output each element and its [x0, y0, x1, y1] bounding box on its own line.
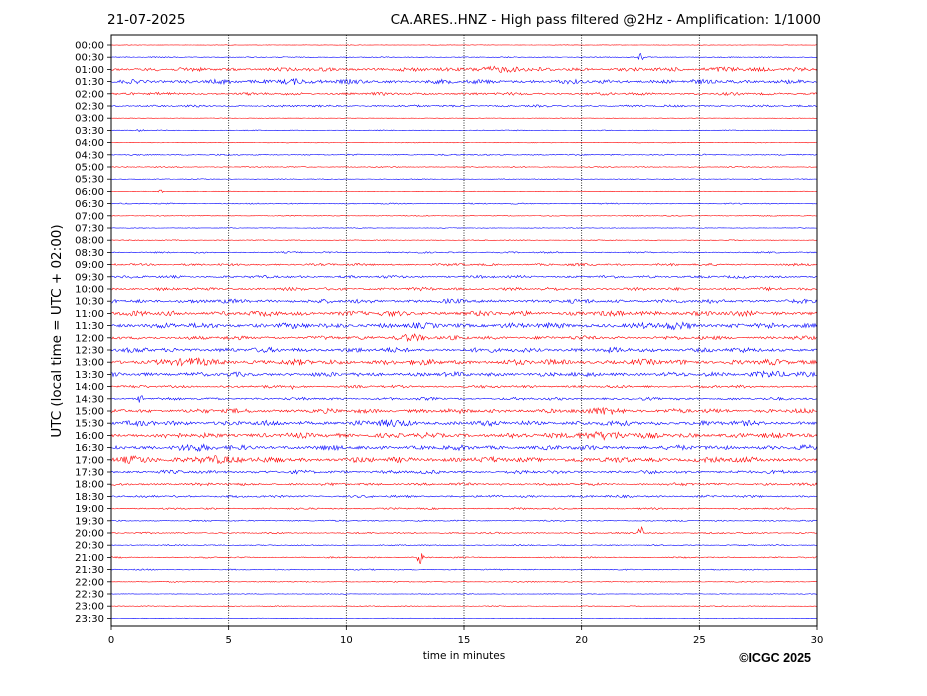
y-axis-label: UTC (local time = UTC + 02:00)	[49, 224, 65, 438]
y-tick-label: 21:00	[75, 553, 104, 564]
y-tick-label: 01:30	[75, 77, 104, 88]
chart-title: CA.ARES..HNZ - High pass filtered @2Hz -…	[390, 12, 821, 28]
trace-0500	[110, 166, 818, 168]
y-tick-label: 19:00	[75, 504, 104, 515]
trace-0200	[110, 91, 818, 96]
y-tick-label: 14:30	[75, 394, 104, 405]
y-tick-label: 13:30	[75, 370, 104, 381]
trace-1100	[110, 309, 818, 318]
y-tick-label: 16:00	[75, 431, 104, 442]
y-tick-label: 16:30	[75, 443, 104, 454]
y-tick-label: 10:00	[75, 285, 104, 296]
y-tick-label: 23:00	[75, 602, 104, 613]
y-tick-label: 08:00	[75, 236, 104, 247]
trace-1330	[110, 370, 818, 379]
trace-1730	[110, 469, 818, 475]
y-tick-label: 04:30	[75, 150, 104, 161]
x-tick-label: 10	[340, 635, 353, 646]
y-tick-label: 06:00	[75, 187, 104, 198]
trace-1400	[110, 384, 818, 391]
y-tick-label: 21:30	[75, 565, 104, 576]
y-tick-label: 07:00	[75, 211, 104, 222]
y-tick-label: 14:00	[75, 382, 104, 393]
y-tick-label: 23:30	[75, 614, 104, 625]
trace-0130	[110, 78, 818, 86]
vertical-gridlines	[228, 35, 700, 626]
y-tick-label: 02:00	[75, 89, 104, 100]
y-tick-label: 20:00	[75, 529, 104, 540]
copyright-label: ©ICGC 2025	[739, 651, 811, 665]
trace-0530	[110, 178, 818, 180]
trace-1200	[110, 333, 818, 343]
trace-1630	[110, 443, 818, 452]
y-tick-label: 01:00	[75, 65, 104, 76]
trace-2130	[110, 568, 818, 571]
y-tick-label: 15:30	[75, 419, 104, 430]
trace-1700	[110, 455, 818, 465]
trace-0100	[110, 65, 818, 73]
y-tick-label: 00:00	[75, 41, 104, 52]
trace-0930	[110, 274, 818, 279]
trace-1500	[110, 406, 818, 415]
y-tick-label: 03:30	[75, 126, 104, 137]
y-tick-label: 18:30	[75, 492, 104, 503]
y-tick-label: 00:30	[75, 53, 104, 64]
y-tick-label: 19:30	[75, 516, 104, 527]
y-tick-label: 09:30	[75, 272, 104, 283]
trace-1430	[110, 395, 818, 403]
trace-0030	[110, 52, 818, 61]
y-tick-label: 06:30	[75, 199, 104, 210]
y-tick-label: 17:00	[75, 455, 104, 466]
y-tick-label: 07:30	[75, 224, 104, 235]
y-tick-label: 12:30	[75, 346, 104, 357]
y-tick-label: 11:30	[75, 321, 104, 332]
y-tick-label: 13:00	[75, 358, 104, 369]
trace-2200	[110, 580, 817, 583]
trace-1900	[110, 507, 817, 511]
y-tick-label: 02:30	[75, 102, 104, 113]
y-tick-label: 12:00	[75, 333, 104, 344]
trace-0600	[110, 189, 818, 193]
y-tick-label: 17:30	[75, 468, 104, 479]
x-tick-label: 30	[811, 635, 824, 646]
y-tick-label: 05:00	[75, 163, 104, 174]
y-tick-label: 09:00	[75, 260, 104, 271]
trace-0430	[110, 153, 818, 156]
date-label: 21-07-2025	[107, 12, 186, 28]
y-tick-label: 04:00	[75, 138, 104, 149]
y-tick-label: 20:30	[75, 541, 104, 552]
x-tick-label: 25	[693, 635, 706, 646]
y-tick-label: 10:30	[75, 297, 104, 308]
x-tick-label: 20	[575, 635, 588, 646]
y-tick-label: 11:00	[75, 309, 104, 320]
y-tick-label: 05:30	[75, 175, 104, 186]
y-tick-label: 22:30	[75, 590, 104, 601]
x-axis-label: time in minutes	[422, 650, 506, 662]
y-tick-label: 22:00	[75, 577, 104, 588]
trace-1300	[110, 357, 818, 367]
y-tick-label: 15:00	[75, 407, 104, 418]
trace-2230	[110, 593, 818, 595]
y-tick-label: 08:30	[75, 248, 104, 259]
x-axis-ticks: 0 5 10 15 20 25 30	[108, 626, 824, 646]
x-tick-label: 0	[108, 635, 114, 646]
x-tick-label: 5	[225, 635, 231, 646]
y-tick-label: 03:00	[75, 114, 104, 125]
x-tick-label: 15	[458, 635, 471, 646]
y-tick-label: 18:00	[75, 480, 104, 491]
